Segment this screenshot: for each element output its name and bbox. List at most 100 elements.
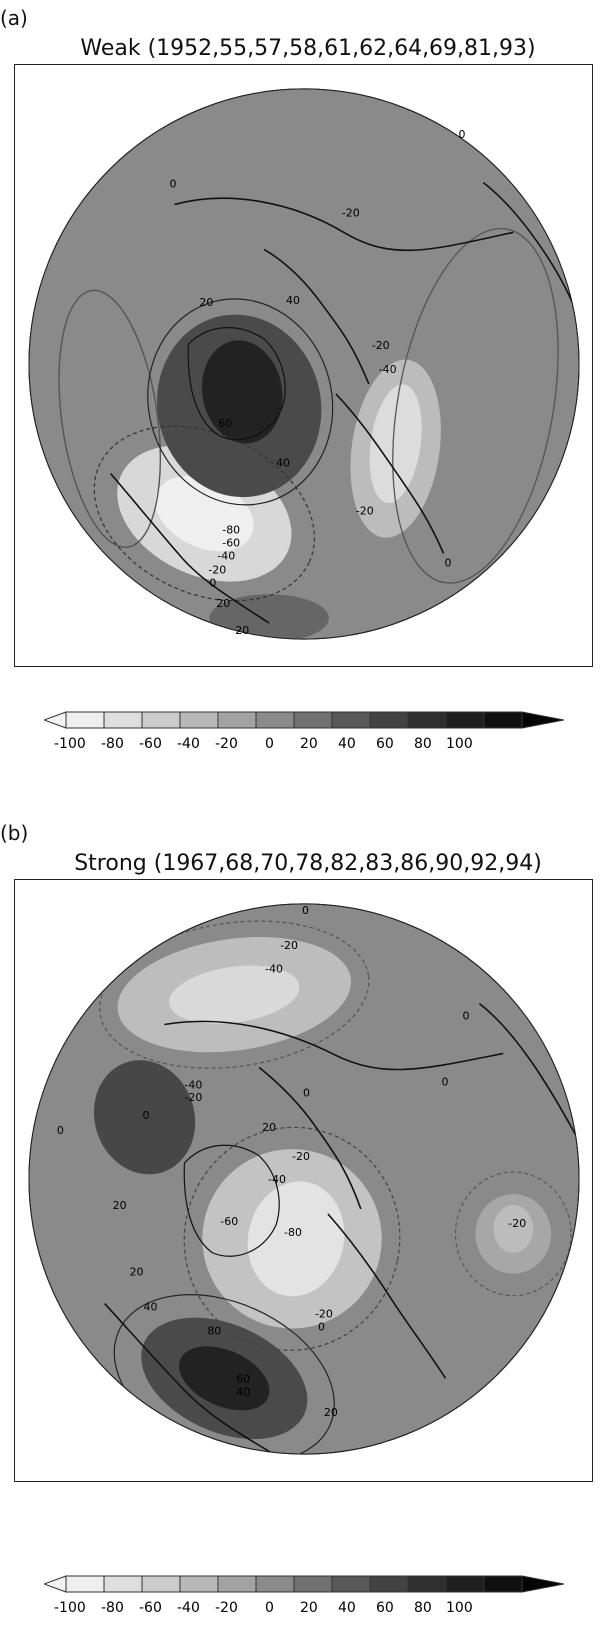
- panel-a-label-20-high: 20: [199, 296, 213, 309]
- panel-a-tick-80: 80: [414, 736, 432, 752]
- panel-b-tick-80: 80: [414, 1600, 432, 1616]
- panel-b-colorbar-bin-7: [293, 1575, 333, 1593]
- panel-b-central-low-core: [247, 1181, 345, 1297]
- panel-b-coastline-east: [478, 1002, 580, 1142]
- panel-b-label-neg80-center: -80: [284, 1226, 302, 1239]
- panel-b-label-0-left: 0: [143, 1109, 150, 1122]
- panel-a-low-ring: [93, 425, 315, 602]
- panel-b-coastline-southeast: [471, 1403, 580, 1419]
- panel-a-colorbar-bin-8: [331, 711, 371, 729]
- panel-a-western-ring: [58, 289, 162, 549]
- panel-a-colorbar-bin-3: [141, 711, 181, 729]
- panel-a-label-40-high: 40: [286, 294, 300, 307]
- panel-b-east-low-core: [493, 1204, 534, 1253]
- panel-b-colorbar-bin-8: [331, 1575, 371, 1593]
- panel-a-tag: (a): [0, 6, 28, 30]
- panel-b-north-low-core: [168, 965, 300, 1024]
- panel-a-label-0-south: 0: [209, 576, 216, 589]
- panel-b-tick-neg100: -100: [54, 1600, 86, 1616]
- panel-b-colorbar-bin-5: [217, 1575, 257, 1593]
- panel-a-label-0-east-south: 0: [445, 556, 452, 569]
- panel-a-label-neg40-east: -40: [379, 363, 397, 376]
- panel-b-label-60-southwest: 60: [236, 1372, 250, 1385]
- panel-b-southwest-high-core: [179, 1346, 270, 1411]
- panel-a-high-pressure-core: [201, 340, 283, 444]
- panel-b-label-neg20-east: -20: [508, 1217, 526, 1230]
- panel-a-label-neg20-south: -20: [208, 563, 226, 576]
- panel-b-label-20-left: 20: [113, 1199, 127, 1212]
- panel-a-tick-100: 100: [446, 736, 473, 752]
- panel-a-colorbar-bin-11: [445, 711, 485, 729]
- panel-a-coastline-southeast: [473, 580, 580, 595]
- panel-a-label-neg60: -60: [222, 536, 240, 549]
- panel-b-colorbar-ticks: -100 -80 -60 -40 -20 0 20 40 60 80 100: [54, 1600, 473, 1616]
- panel-a-label-0-top-right: 0: [458, 128, 465, 141]
- panel-a-coastline-north: [174, 197, 514, 252]
- panel-b-tick-60: 60: [376, 1600, 394, 1616]
- panel-a-greenland-outline: [187, 327, 286, 441]
- panel-b-tick-100: 100: [446, 1600, 473, 1616]
- panel-a-label-40-lower: 40: [276, 457, 290, 470]
- panel-b-colorbar: -100 -80 -60 -40 -20 0 20 40 60 80 100: [44, 1562, 564, 1618]
- panel-b-colorbar-bin-12: [483, 1575, 523, 1593]
- panel-a-tick-60: 60: [376, 736, 394, 752]
- panel-a-colorbar-bin-6: [255, 711, 295, 729]
- panel-a-high-ring: [147, 298, 334, 506]
- panel-a-colorbar-bin-4: [179, 711, 219, 729]
- panel-b-colorbar-left-arrow: [44, 1575, 67, 1593]
- panel-b-label-neg20-west: -20: [184, 1091, 202, 1104]
- panel-b-west-high-zone: [93, 1060, 196, 1175]
- panel-b-label-80-southwest: 80: [207, 1324, 221, 1337]
- panel-b-tick-40: 40: [338, 1600, 356, 1616]
- panel-b-label-0-top-right: 0: [462, 1010, 469, 1023]
- panel-b-tick-neg20: -20: [215, 1600, 238, 1616]
- panel-b-label-20-southwest: 20: [130, 1266, 144, 1279]
- panel-b-label-0-east-top: 0: [442, 1075, 449, 1088]
- panel-b-coastline-north: [164, 1020, 504, 1071]
- panel-b-tick-0: 0: [265, 1600, 274, 1616]
- panel-b-colorbar-bin-3: [141, 1575, 181, 1593]
- panel-a-contour-labels: 0 0 -20 20 40 -20 -40 60 40 -80 -60 -40 …: [169, 128, 465, 637]
- panel-b-coastline-arctic: [258, 1066, 362, 1210]
- panel-b-label-0-top: 0: [302, 904, 309, 917]
- panel-b-label-40-southwest-low: 40: [236, 1385, 250, 1398]
- panel-a-colorbar-bin-5: [217, 711, 257, 729]
- panel-b-title: Strong (1967,68,70,78,82,83,86,90,92,94): [74, 851, 542, 876]
- panel-b-coastline-atlantic: [104, 1303, 273, 1454]
- panel-b-colorbar-right-arrow: [521, 1575, 564, 1593]
- panel-b-label-0-far-left: 0: [57, 1124, 64, 1137]
- panel-a-colorbar-ticks: -100 -80 -60 -40 -20 0 20 40 60 80 100: [54, 736, 473, 752]
- panel-b-contour-labels: 0 -20 -40 0 0 -40 -20 0 0 20 0 20 -20 -4…: [57, 904, 526, 1419]
- panel-b-label-20-south: 20: [324, 1406, 338, 1419]
- panel-a-colorbar-bin-1: [65, 711, 105, 729]
- panel-a-tick-neg20: -20: [215, 736, 238, 752]
- panel-b-colorbar-bin-9: [369, 1575, 409, 1593]
- panel-b-colorbar-bin-2: [103, 1575, 143, 1593]
- panel-a-colorbar-left-arrow: [44, 711, 67, 729]
- panel-b-coastline-europe: [327, 1213, 447, 1379]
- panel-a-coastline-atlantic: [110, 473, 270, 624]
- panel-a-tick-neg40: -40: [177, 736, 200, 752]
- panel-a-east-low-core: [369, 384, 422, 504]
- panel-b-colorbar-bin-1: [65, 1575, 105, 1593]
- panel-b-tick-neg80: -80: [101, 1600, 124, 1616]
- panel-b-tag: (b): [0, 821, 29, 845]
- panel-a-colorbar: -100 -80 -60 -40 -20 0 20 40 60 80 100: [44, 698, 564, 754]
- panel-a-coastline-europe: [335, 393, 445, 554]
- panel-a-east-ring: [392, 228, 559, 584]
- panel-a-map: 0 0 -20 20 40 -20 -40 60 40 -80 -60 -40 …: [14, 64, 593, 667]
- panel-b-north-ring: [99, 920, 370, 1069]
- panel-a-tick-neg60: -60: [139, 736, 162, 752]
- panel-b-tick-neg60: -60: [139, 1600, 162, 1616]
- panel-a-coastline-arctic: [263, 248, 370, 385]
- panel-b-colorbar-bin-6: [255, 1575, 295, 1593]
- panel-b-label-40-southwest: 40: [144, 1301, 158, 1314]
- panel-a-label-neg20-east-south: -20: [356, 505, 374, 518]
- panel-b-label-neg40-top: -40: [265, 963, 283, 976]
- panel-a-label-0-left: 0: [169, 178, 176, 191]
- panel-a-colorbar-bin-9: [369, 711, 409, 729]
- panel-b-label-neg20-top: -20: [280, 939, 298, 952]
- panel-a-colorbar-bin-7: [293, 711, 333, 729]
- panel-a-label-neg80: -80: [222, 523, 240, 536]
- panel-a-label-neg20-north: -20: [342, 206, 360, 219]
